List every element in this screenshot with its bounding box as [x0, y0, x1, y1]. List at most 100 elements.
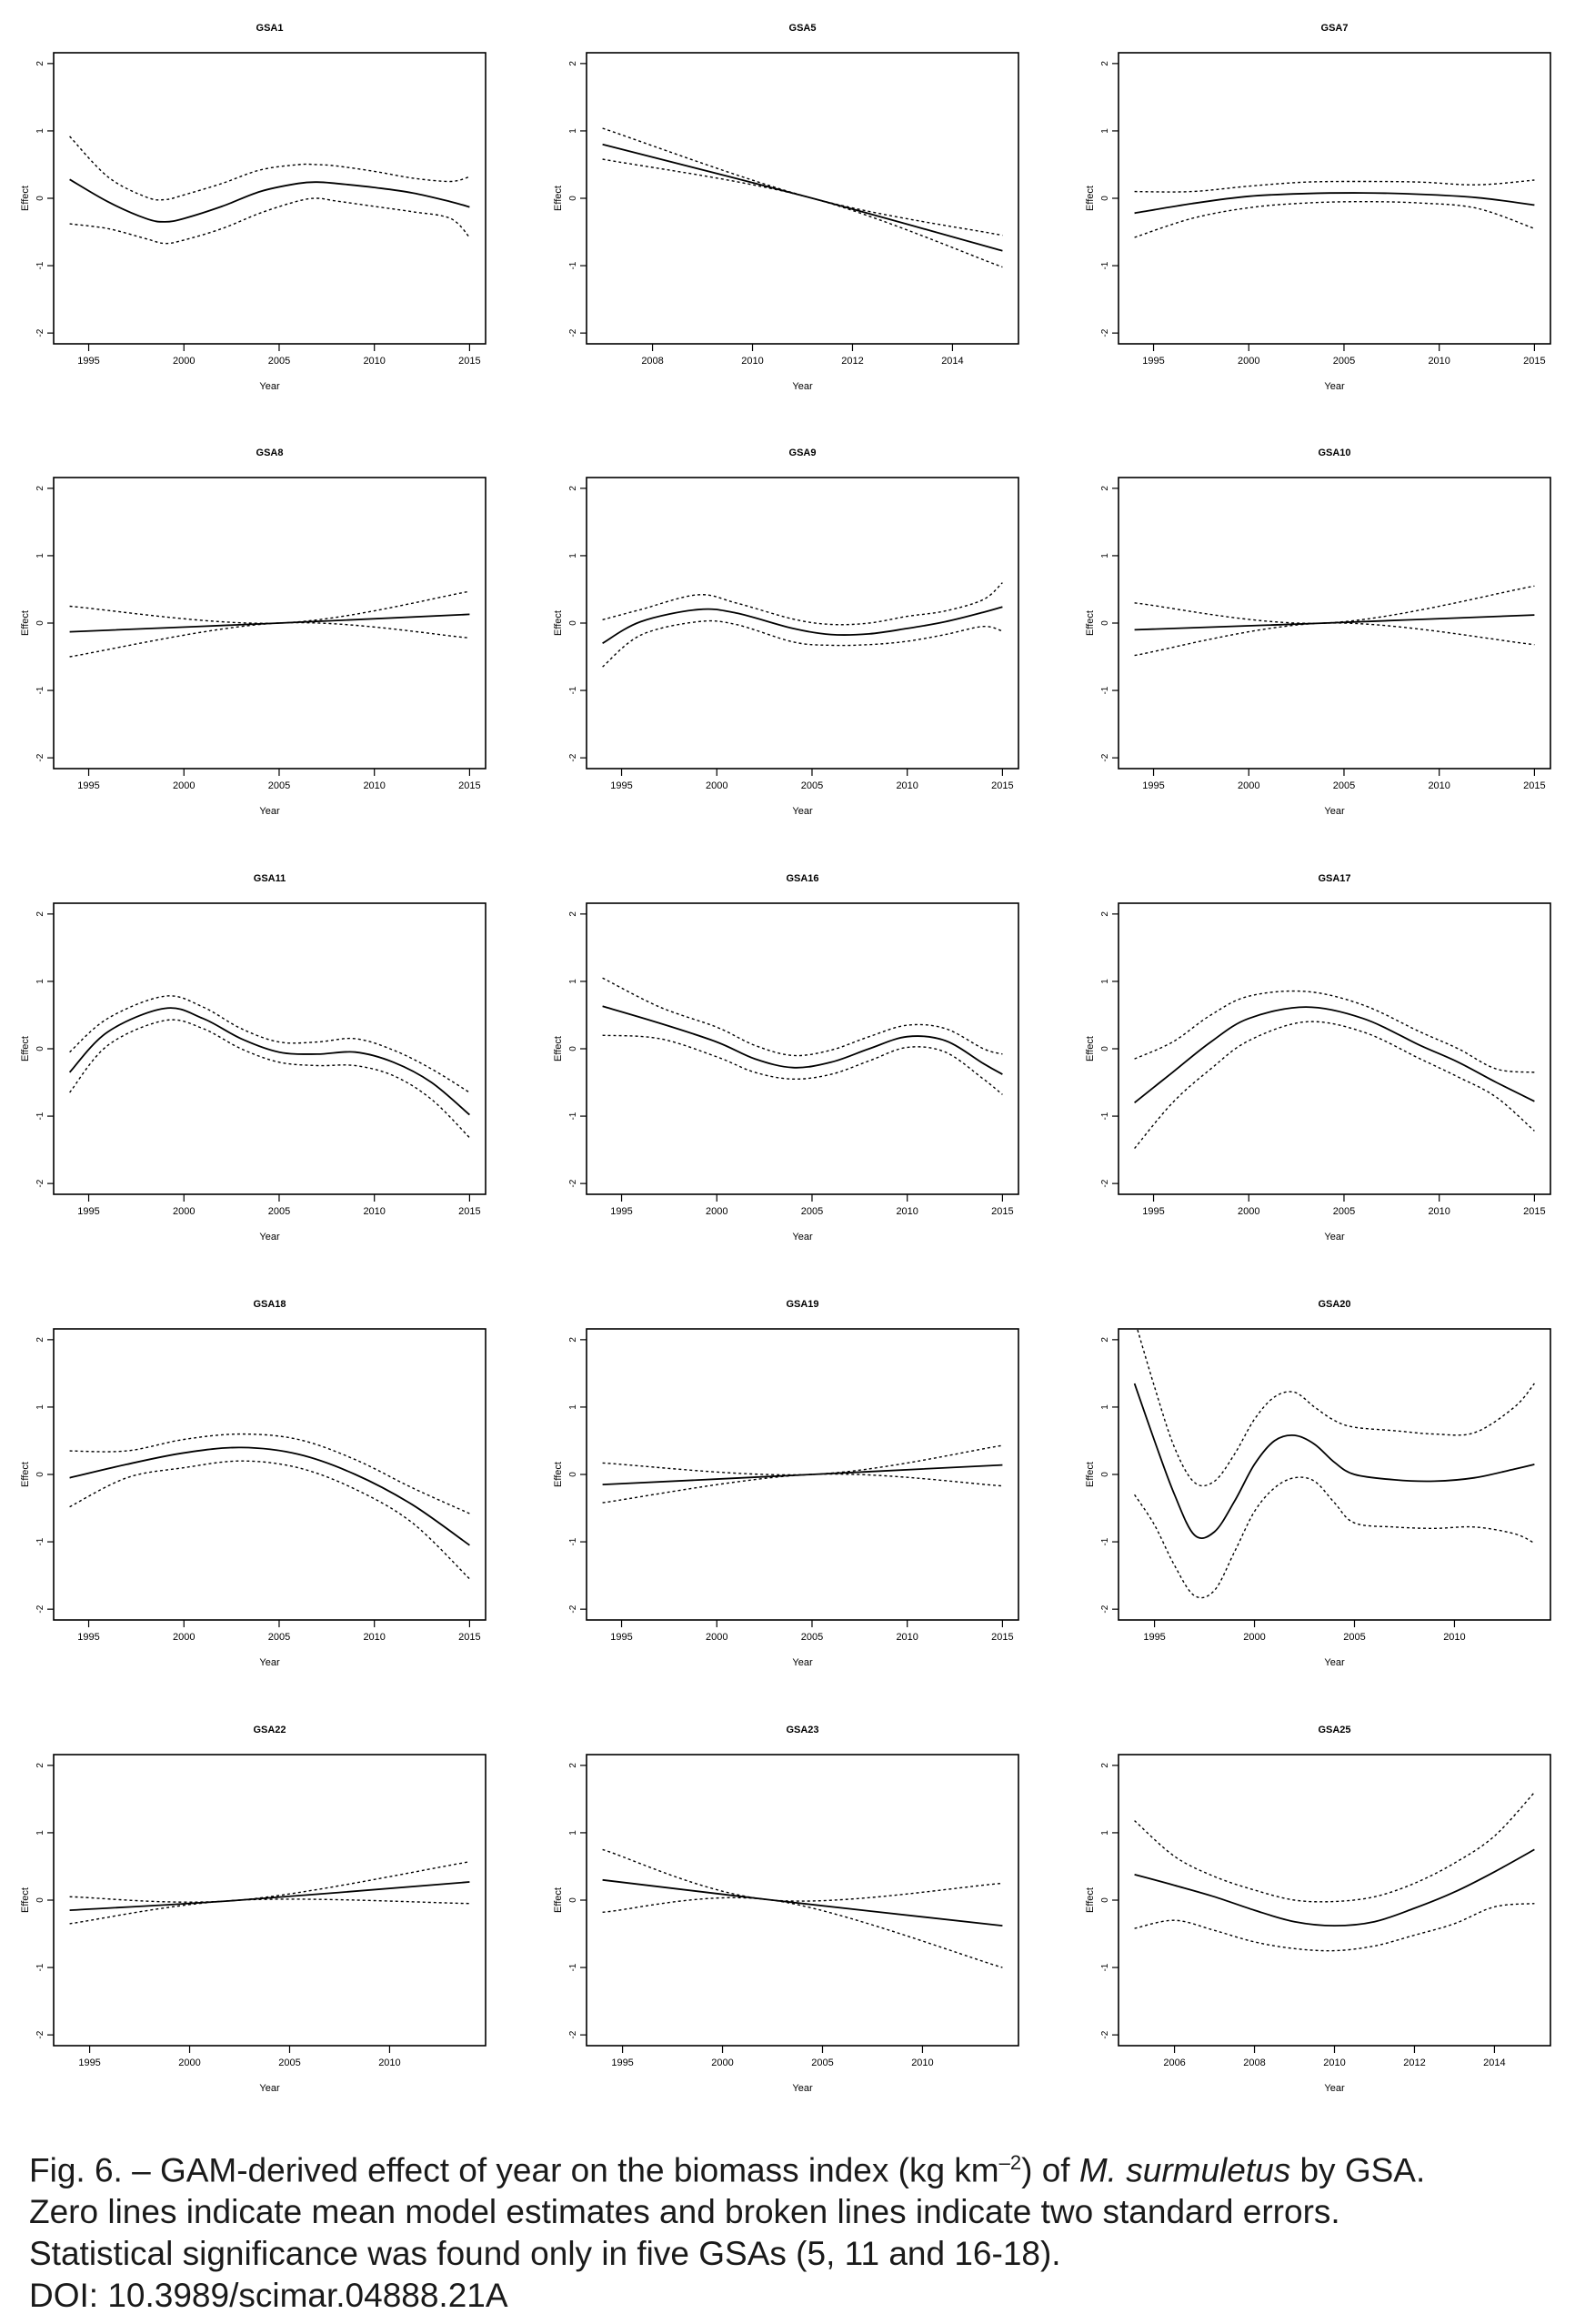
y-tick-label: 2: [568, 1337, 578, 1343]
y-tick-label: -2: [35, 753, 45, 761]
y-tick-label: -1: [568, 686, 578, 694]
y-tick-label: 0: [568, 620, 578, 626]
y-tick-label: -1: [1100, 1963, 1110, 1971]
caption-line-1: Fig. 6. – GAM-derived effect of year on …: [29, 2151, 1426, 2189]
plot-frame: [53, 1328, 487, 1621]
panel-gsa1: GSA1 -2 -1 0 1 2 Effect 1995 2000 2005 2010 2015 Yea…: [20, 23, 487, 392]
panel-gsa23: GSA23 -2 -1 0 1 2 Effect 1995 2000 2005 2010 Year: [553, 1725, 1019, 2094]
x-axis-label: Year: [1324, 2083, 1345, 2094]
y-tick-label: 0: [1100, 620, 1110, 626]
x-tick-label: 1995: [78, 2057, 100, 2068]
y-tick-label: -2: [35, 328, 45, 337]
x-tick-label: 2010: [741, 356, 763, 367]
x-axis-label: Year: [259, 1232, 280, 1242]
panel-gsa16: GSA16 -2 -1 0 1 2 Effect 1995 2000 2005 2010 2015 Ye…: [553, 873, 1019, 1242]
y-tick-label: -2: [1100, 328, 1110, 337]
panel-gsa22: GSA22 -2 -1 0 1 2 Effect 1995 2000 2005 2010 Year: [20, 1725, 487, 2094]
fit-line: [69, 178, 470, 223]
x-tick-label: 2014: [941, 356, 963, 367]
y-tick-label: -2: [35, 1605, 45, 1613]
y-axis-label: Effect: [1085, 1887, 1096, 1913]
fit-line: [1134, 1006, 1535, 1104]
y-tick-label: 2: [1100, 1763, 1110, 1768]
x-tick-label: 2005: [278, 2057, 300, 2068]
x-tick-label: 2005: [1333, 356, 1355, 367]
y-tick-label: 2: [1100, 911, 1110, 917]
upper-se-line: [602, 1444, 1003, 1476]
lower-se-line: [69, 197, 470, 245]
x-tick-label: 2010: [363, 1632, 385, 1643]
y-tick-label: -1: [1100, 1112, 1110, 1120]
lower-se-line: [69, 621, 470, 658]
y-tick-label: -1: [1100, 686, 1110, 694]
y-tick-label: 0: [35, 196, 45, 201]
y-tick-label: -2: [568, 1605, 578, 1613]
x-axis-label: Year: [792, 1232, 813, 1242]
y-tick-label: 0: [35, 620, 45, 626]
x-tick-label: 2014: [1483, 2057, 1505, 2068]
upper-se-line: [602, 582, 1003, 626]
x-tick-label: 1995: [77, 356, 99, 367]
y-tick-label: -2: [568, 2030, 578, 2038]
x-tick-label: 2005: [801, 1632, 823, 1643]
y-tick-label: 1: [35, 128, 45, 134]
lower-se-line: [1134, 1021, 1535, 1150]
panel-title: GSA17: [1318, 873, 1350, 884]
x-tick-label: 2010: [378, 2057, 400, 2068]
x-tick-label: 2012: [841, 356, 863, 367]
lower-se-line: [602, 619, 1003, 668]
y-tick-label: 2: [568, 486, 578, 491]
x-tick-label: 2000: [1243, 1632, 1265, 1643]
y-tick-label: -2: [1100, 1179, 1110, 1187]
plot-frame: [586, 902, 1019, 1195]
panel-title: GSA9: [789, 448, 817, 458]
y-axis-label: Effect: [20, 186, 31, 211]
upper-se-line: [69, 590, 470, 624]
plot-frame: [1118, 902, 1551, 1195]
panel-title: GSA19: [786, 1299, 818, 1310]
x-tick-label: 2015: [458, 1206, 480, 1217]
y-tick-label: 1: [568, 979, 578, 984]
upper-se-line: [1134, 179, 1535, 193]
x-tick-label: 2015: [1523, 356, 1545, 367]
y-tick-label: 2: [35, 1763, 45, 1768]
x-tick-label: 2000: [706, 1206, 727, 1217]
x-tick-label: 2015: [991, 1632, 1013, 1643]
panel-title: GSA20: [1318, 1299, 1350, 1310]
x-axis-label: Year: [1324, 1232, 1345, 1242]
x-axis-label: Year: [259, 381, 280, 392]
y-axis-label: Effect: [20, 1462, 31, 1487]
fit-line: [1133, 1383, 1535, 1540]
x-axis-label: Year: [259, 806, 280, 817]
x-axis-label: Year: [259, 2083, 280, 2094]
y-tick-label: -2: [568, 753, 578, 761]
y-tick-label: 0: [568, 1046, 578, 1051]
y-tick-label: 2: [35, 1337, 45, 1343]
y-tick-label: 2: [568, 911, 578, 917]
y-tick-label: -1: [1100, 1537, 1110, 1545]
x-tick-label: 2015: [458, 1632, 480, 1643]
panel-gsa5: GSA5 -2 -1 0 1 2 Effect 2008 2010 2012 2014 Year: [553, 23, 1019, 392]
panel-gsa7: GSA7 -2 -1 0 1 2 Effect 1995 2000 2005 2010 2015 Yea…: [1085, 23, 1551, 392]
lower-se-line: [602, 1034, 1003, 1095]
plot-frame: [586, 52, 1019, 345]
plot-frame: [586, 1754, 1019, 2047]
upper-se-line: [602, 127, 1003, 236]
y-axis-label: Effect: [553, 186, 564, 211]
x-axis-label: Year: [792, 2083, 813, 2094]
plot-frame: [53, 1754, 487, 2047]
x-tick-label: 1995: [77, 1632, 99, 1643]
x-tick-label: 2010: [1443, 1632, 1465, 1643]
x-axis-label: Year: [1324, 381, 1345, 392]
x-tick-label: 1995: [610, 780, 632, 791]
x-tick-label: 2005: [801, 1206, 823, 1217]
lower-se-line: [1134, 200, 1535, 238]
y-tick-label: -2: [1100, 1605, 1110, 1613]
x-tick-label: 2000: [173, 780, 195, 791]
y-tick-label: 0: [35, 1472, 45, 1477]
x-axis-label: Year: [1324, 806, 1345, 817]
lower-se-line: [602, 1473, 1003, 1504]
lower-se-line: [602, 158, 1003, 268]
x-axis-label: Year: [792, 381, 813, 392]
y-tick-label: -1: [568, 1963, 578, 1971]
